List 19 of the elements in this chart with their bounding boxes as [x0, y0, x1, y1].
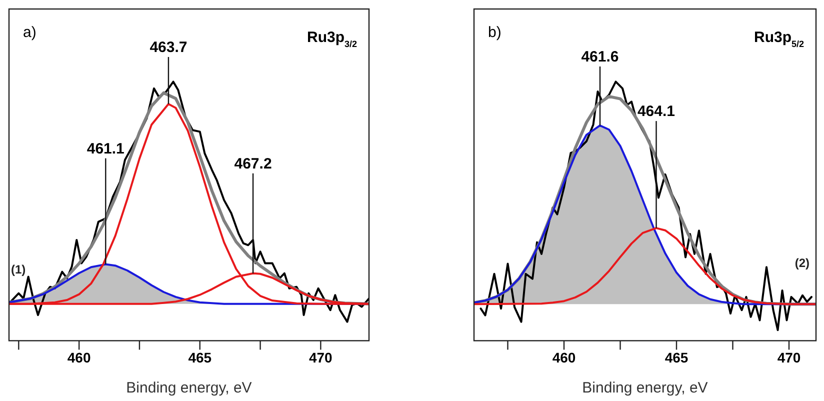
chart-title: Ru3p$_{5/2}$ [754, 29, 804, 49]
series-label: (1) [11, 262, 26, 276]
x-tick-label: 460 [67, 350, 91, 366]
x-tick-label: 470 [777, 350, 801, 366]
annotation: 461.1 [86, 140, 124, 158]
annotation: 464.1 [637, 103, 676, 120]
x-axis-title: Binding energy, eV [126, 380, 252, 397]
text: (2) [794, 256, 810, 270]
x-tick-label: 465 [664, 350, 688, 366]
annotation: 463.7 [150, 38, 188, 56]
annotation: 467.2 [234, 155, 272, 172]
x-axis-title: Binding energy, eV [582, 380, 708, 397]
x-tick-label: 470 [309, 350, 333, 366]
annotation: 461.6 [581, 48, 619, 66]
x-tick-label: 465 [188, 350, 212, 366]
text: a) [23, 24, 36, 41]
chart-title: Ru3p$_{3/2}$ [306, 29, 357, 49]
text: b) [488, 24, 502, 41]
x-tick-label: 460 [552, 350, 576, 366]
